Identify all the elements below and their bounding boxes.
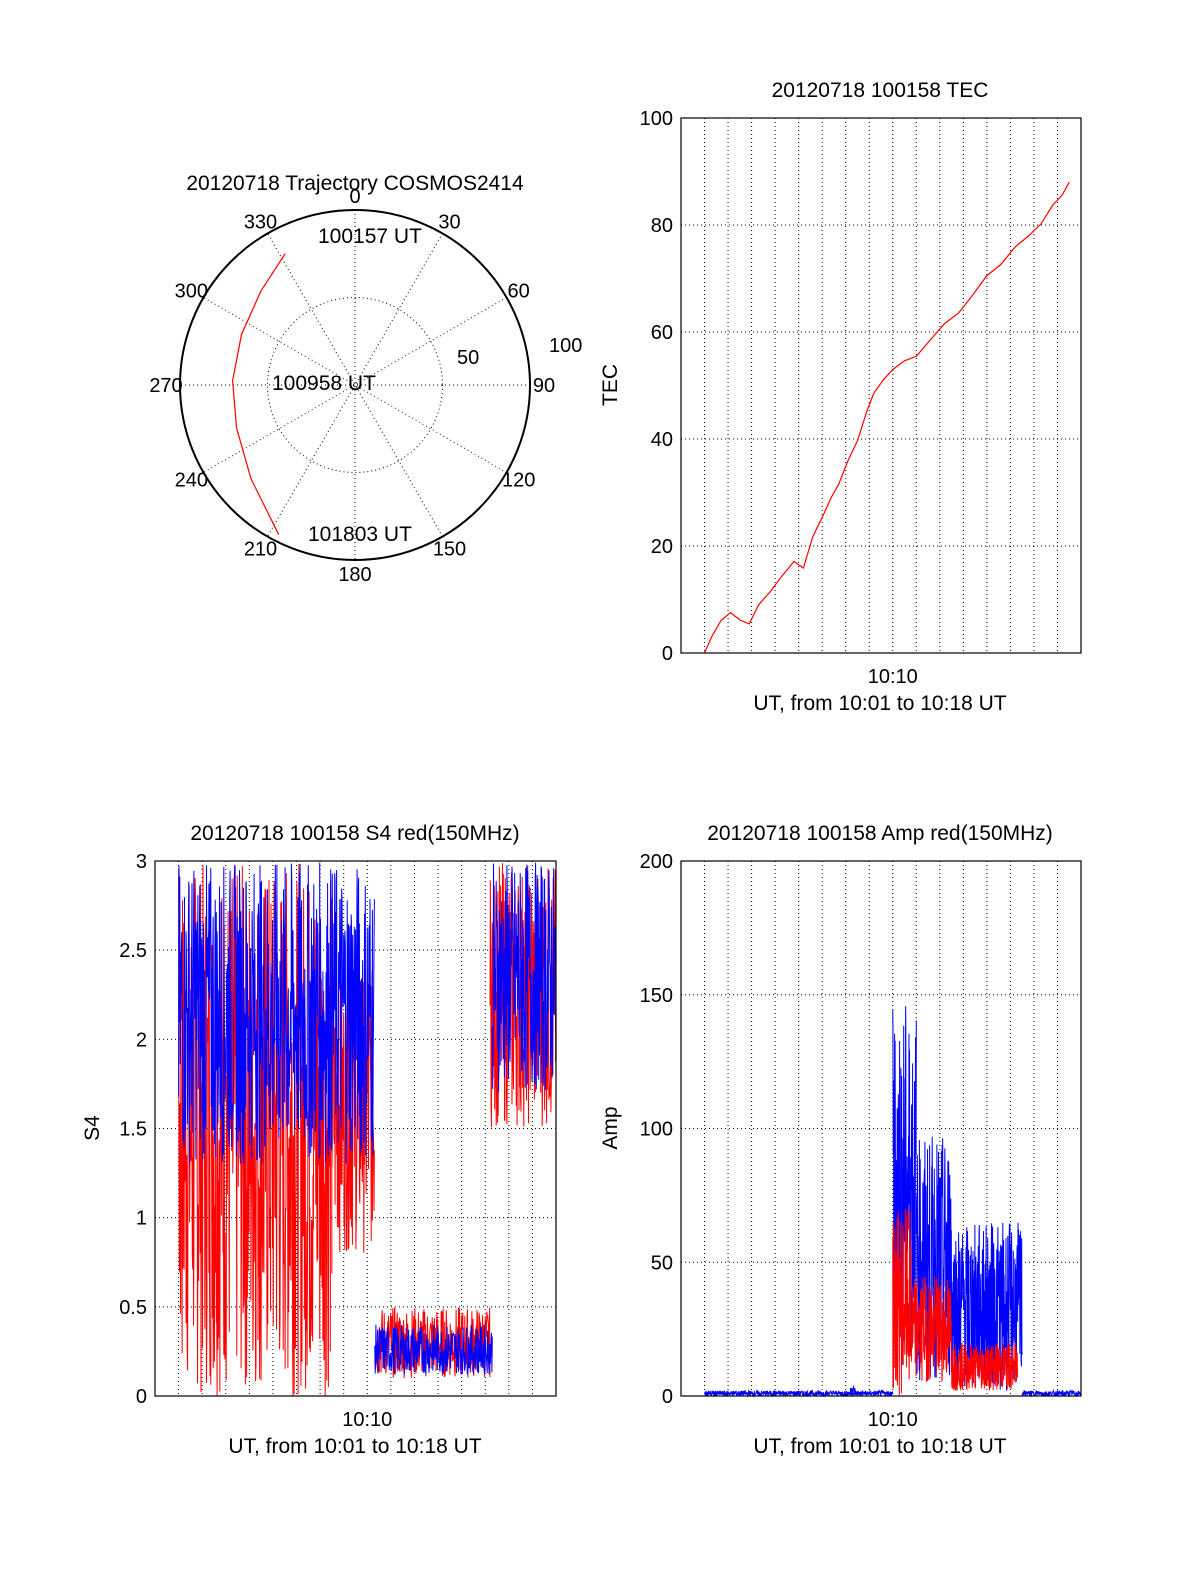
s4-series-line xyxy=(178,862,375,1164)
amp-series-line-blue xyxy=(951,1222,1023,1391)
y-tick-label: 150 xyxy=(640,985,673,1007)
tec-plot: 20120718 100158 TEC 0 20 40 60 80 100 10:10 U… xyxy=(599,79,1082,715)
polar-grid xyxy=(180,210,530,560)
trajectory-line xyxy=(231,253,286,535)
amp-series-line-blue xyxy=(1021,1388,1082,1398)
y-tick-label: 2 xyxy=(136,1029,147,1051)
azimuth-tick-label: 300 xyxy=(175,281,208,303)
y-tick-label: 200 xyxy=(640,851,673,873)
amp-x-label: UT, from 10:01 to 10:18 UT xyxy=(753,1435,1006,1458)
azimuth-tick-label: 180 xyxy=(338,564,371,586)
s4-frame xyxy=(154,860,557,1397)
y-tick-label: 2.5 xyxy=(119,940,147,962)
trajectory-start-label: 100157 UT xyxy=(318,225,422,248)
radial-tick-50: 50 xyxy=(457,347,479,369)
azimuth-tick-label: 330 xyxy=(244,211,277,233)
amp-title: 20120718 100158 Amp red(150MHz) xyxy=(707,822,1053,845)
y-tick-label: 0 xyxy=(662,643,673,665)
trajectory-mid-label: 100958 UT xyxy=(272,372,376,395)
amp-series xyxy=(704,1006,1082,1398)
y-tick-label: 1 xyxy=(136,1208,147,1230)
amp-frame xyxy=(680,860,1082,1397)
azimuth-tick-label: 120 xyxy=(502,470,535,492)
y-tick-label: 50 xyxy=(651,1252,673,1274)
s4-x-tick-label: 10:10 xyxy=(342,1409,392,1431)
s4-y-label: S4 xyxy=(81,1115,104,1141)
amp-series-line-blue xyxy=(704,1388,894,1398)
y-tick-label: 60 xyxy=(651,322,673,344)
s4-series xyxy=(178,862,556,1396)
amp-y-ticks: 0 50 100 150 200 xyxy=(640,851,673,1408)
azimuth-tick-label: 150 xyxy=(433,539,466,561)
azimuth-tick-label: 270 xyxy=(149,375,182,397)
y-tick-label: 0 xyxy=(662,1386,673,1408)
trajectory-title: 20120718 Trajectory COSMOS2414 xyxy=(186,172,524,195)
tec-x-tick-label: 10:10 xyxy=(868,666,918,688)
s4-plot: 20120718 100158 S4 red(150MHz) 0 0.5 1 1.5 2… xyxy=(81,822,557,1458)
azimuth-tick-label: 240 xyxy=(175,470,208,492)
y-tick-label: 100 xyxy=(640,108,673,130)
s4-title: 20120718 100158 S4 red(150MHz) xyxy=(190,822,519,845)
tec-y-ticks: 0 20 40 60 80 100 xyxy=(640,108,673,665)
azimuth-tick-label: 60 xyxy=(508,281,530,303)
tec-y-label: TEC xyxy=(599,364,622,406)
amp-series-line-blue xyxy=(849,1385,856,1396)
amp-series-line-red xyxy=(911,1276,953,1382)
y-tick-label: 3 xyxy=(136,851,147,873)
s4-series-clip xyxy=(178,862,556,1396)
azimuth-tick-label: 90 xyxy=(533,375,555,397)
amp-x-tick-label: 10:10 xyxy=(868,1409,918,1431)
radial-tick-100: 100 xyxy=(549,335,582,357)
azimuth-tick-label: 0 xyxy=(349,186,360,208)
y-tick-label: 80 xyxy=(651,215,673,237)
y-tick-label: 100 xyxy=(640,1119,673,1141)
s4-x-label: UT, from 10:01 to 10:18 UT xyxy=(228,1435,481,1458)
tec-grid xyxy=(680,117,1082,654)
tec-frame xyxy=(680,117,1082,654)
trajectory-plot: 20120718 Trajectory COSMOS2414 0 30 60 90 12… xyxy=(149,172,582,586)
y-tick-label: 1.5 xyxy=(119,1119,147,1141)
azimuth-tick-label: 210 xyxy=(244,539,277,561)
tec-x-label: UT, from 10:01 to 10:18 UT xyxy=(753,692,1006,715)
y-tick-label: 20 xyxy=(651,536,673,558)
tec-title: 20120718 100158 TEC xyxy=(772,79,989,102)
amp-y-label: Amp xyxy=(599,1106,622,1149)
amp-series-line-red xyxy=(892,1209,913,1396)
s4-y-ticks: 0 0.5 1 1.5 2 2.5 3 xyxy=(119,851,147,1408)
trajectory-end-label: 101803 UT xyxy=(308,523,412,546)
polar-outer-circle xyxy=(179,209,531,561)
y-tick-label: 40 xyxy=(651,429,673,451)
azimuth-tick-label: 30 xyxy=(438,211,460,233)
s4-series-line xyxy=(491,862,556,1093)
y-tick-label: 0.5 xyxy=(119,1297,147,1319)
tec-series xyxy=(703,181,1070,654)
amp-series-line-red xyxy=(951,1342,1018,1391)
polar-inner-circle xyxy=(267,297,443,473)
y-tick-label: 0 xyxy=(136,1386,147,1408)
amp-plot: 20120718 100158 Amp red(150MHz) 0 50 100 15… xyxy=(599,822,1082,1458)
s4-series-line xyxy=(374,1324,493,1375)
tec-line xyxy=(703,181,1070,654)
azimuth-labels: 0 30 60 90 120 150 180 210 240 270 300 330 xyxy=(149,186,555,586)
